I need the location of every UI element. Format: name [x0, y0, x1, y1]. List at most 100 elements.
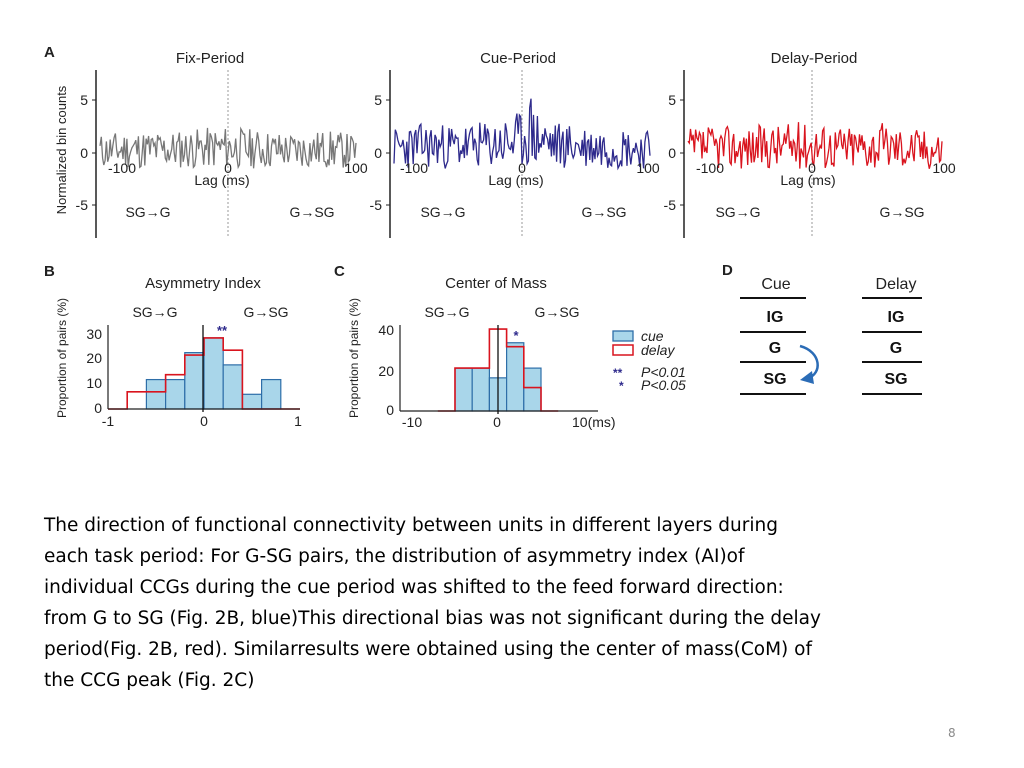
panel-b-direction-left: SG→G — [132, 304, 177, 320]
layer-label: G — [769, 340, 781, 357]
legend-label-p01: P<0.01 — [641, 364, 686, 380]
x-tick: 1 — [294, 413, 302, 429]
column-header-delay: Delay — [876, 276, 917, 293]
y-tick: -5 — [370, 197, 383, 213]
plot-title: Cue-Period — [480, 50, 556, 67]
y-tick: 5 — [668, 92, 676, 108]
caption-line: The direction of functional connectivity… — [44, 515, 778, 536]
figure-caption: The direction of functional connectivity… — [44, 510, 924, 696]
panel-a-ylabel: Normalized bin counts — [54, 85, 69, 214]
center-of-mass-histogram: * 40 20 0 -10 0 10(ms) — [378, 322, 615, 430]
caption-line: period(Fig. 2B, red). Similarresults wer… — [44, 639, 812, 660]
x-axis-label: Lag (ms) — [194, 172, 249, 188]
y-tick: -5 — [76, 197, 89, 213]
y-tick: 0 — [668, 145, 676, 161]
caption-line: individual CCGs during the cue period wa… — [44, 577, 784, 598]
x-tick: 0 — [224, 160, 232, 176]
histogram-legend: cue delay ** P<0.01 * P<0.05 — [612, 328, 686, 393]
panel-c-title: Center of Mass — [445, 275, 547, 292]
histogram-bar-cue — [203, 337, 224, 410]
x-tick: -100 — [696, 160, 724, 176]
panel-d-layer-diagram: D Cue Delay IG G SG IG G SG — [722, 262, 922, 395]
histogram-bar-cue — [222, 364, 243, 410]
y-tick: 0 — [94, 400, 102, 416]
y-tick: 0 — [80, 145, 88, 161]
x-tick: 100 — [636, 160, 660, 176]
histogram-bar-cue — [145, 378, 167, 410]
y-tick: 30 — [86, 326, 102, 342]
x-tick: -100 — [108, 160, 136, 176]
layer-label: IG — [767, 309, 784, 326]
panel-c-direction-left: SG→G — [424, 304, 469, 320]
x-tick: 0 — [518, 160, 526, 176]
layer-label: SG — [763, 371, 786, 388]
y-tick: 20 — [86, 350, 102, 366]
legend-swatch-cue — [612, 330, 634, 342]
x-tick: -1 — [102, 413, 115, 429]
x-tick: 0 — [808, 160, 816, 176]
panel-b-title: Asymmetry Index — [145, 275, 261, 292]
direction-left: SG→G — [420, 204, 465, 220]
asymmetry-index-histogram: ** 30 20 10 0 -1 0 1 — [86, 323, 302, 429]
legend-mark-p05: * — [619, 379, 624, 393]
page-number: 8 — [948, 726, 956, 740]
direction-left: SG→G — [715, 204, 760, 220]
x-tick: 100 — [932, 160, 956, 176]
x-tick: 0 — [493, 414, 501, 430]
ccg-trace-fix — [99, 126, 357, 170]
panel-b-ylabel: Proportion of pairs (%) — [55, 298, 69, 418]
layer-label: G — [890, 340, 902, 357]
layer-label: SG — [884, 371, 907, 388]
caption-line: the CCG peak (Fig. 2C) — [44, 670, 255, 691]
histogram-bar-cue — [184, 352, 205, 410]
histogram-step-delay — [437, 328, 559, 412]
histogram-bar-cue — [523, 367, 542, 412]
direction-right: G→SG — [289, 204, 334, 220]
direction-right: G→SG — [879, 204, 924, 220]
panel-c-direction-right: G→SG — [534, 304, 579, 320]
ccg-cue-period: Cue-Period 5 0 -5 -100 0 100 Lag (ms) SG… — [370, 50, 660, 238]
x-tick: 10(ms) — [572, 414, 616, 430]
legend-label-cue: cue — [641, 328, 664, 344]
x-axis-label: Lag (ms) — [488, 172, 543, 188]
histogram-bar-cue — [454, 367, 473, 412]
panel-d-letter: D — [722, 262, 733, 279]
legend-label-delay: delay — [641, 342, 675, 358]
y-tick: 0 — [386, 402, 394, 418]
column-header-cue: Cue — [761, 276, 790, 293]
histogram-bar-cue — [506, 342, 525, 412]
ccg-delay-period: Delay-Period 5 0 -5 -100 0 100 Lag (ms) … — [664, 50, 956, 238]
legend-mark-p01: ** — [613, 366, 623, 380]
histogram-bar-cue — [165, 378, 186, 410]
y-tick: 5 — [80, 92, 88, 108]
plot-title: Fix-Period — [176, 50, 244, 67]
y-tick: 10 — [86, 375, 102, 391]
x-axis-label: Lag (ms) — [780, 172, 835, 188]
x-tick: 0 — [200, 413, 208, 429]
significance-mark: * — [513, 328, 519, 343]
legend-swatch-delay — [612, 344, 634, 356]
x-tick: -100 — [400, 160, 428, 176]
x-tick: -10 — [402, 414, 422, 430]
direction-right: G→SG — [581, 204, 626, 220]
feedforward-arrowhead — [800, 371, 814, 384]
panel-b-direction-right: G→SG — [243, 304, 288, 320]
panel-c-letter: C — [334, 263, 345, 280]
y-tick: 5 — [374, 92, 382, 108]
x-tick: 100 — [344, 160, 368, 176]
caption-line: each task period: For G-SG pairs, the di… — [44, 546, 745, 567]
panel-c-ylabel: Proportion of pairs (%) — [347, 298, 361, 418]
y-tick: -5 — [664, 197, 677, 213]
histogram-bar-cue — [261, 378, 282, 410]
plot-title: Delay-Period — [771, 50, 858, 67]
ccg-trace-delay — [687, 122, 943, 169]
histogram-bar-cue — [241, 393, 263, 410]
ccg-fix-period: Fix-Period 5 0 -5 -100 0 100 Lag (ms) SG… — [76, 50, 368, 238]
legend-label-p05: P<0.05 — [641, 377, 686, 393]
y-tick: 0 — [374, 145, 382, 161]
figure: A Normalized bin counts Fix-Period 5 0 -… — [44, 44, 956, 430]
y-tick: 20 — [378, 363, 394, 379]
caption-line: from G to SG (Fig. 2B, blue)This directi… — [44, 608, 821, 629]
layer-label: IG — [888, 309, 905, 326]
ccg-trace-cue — [393, 98, 651, 171]
